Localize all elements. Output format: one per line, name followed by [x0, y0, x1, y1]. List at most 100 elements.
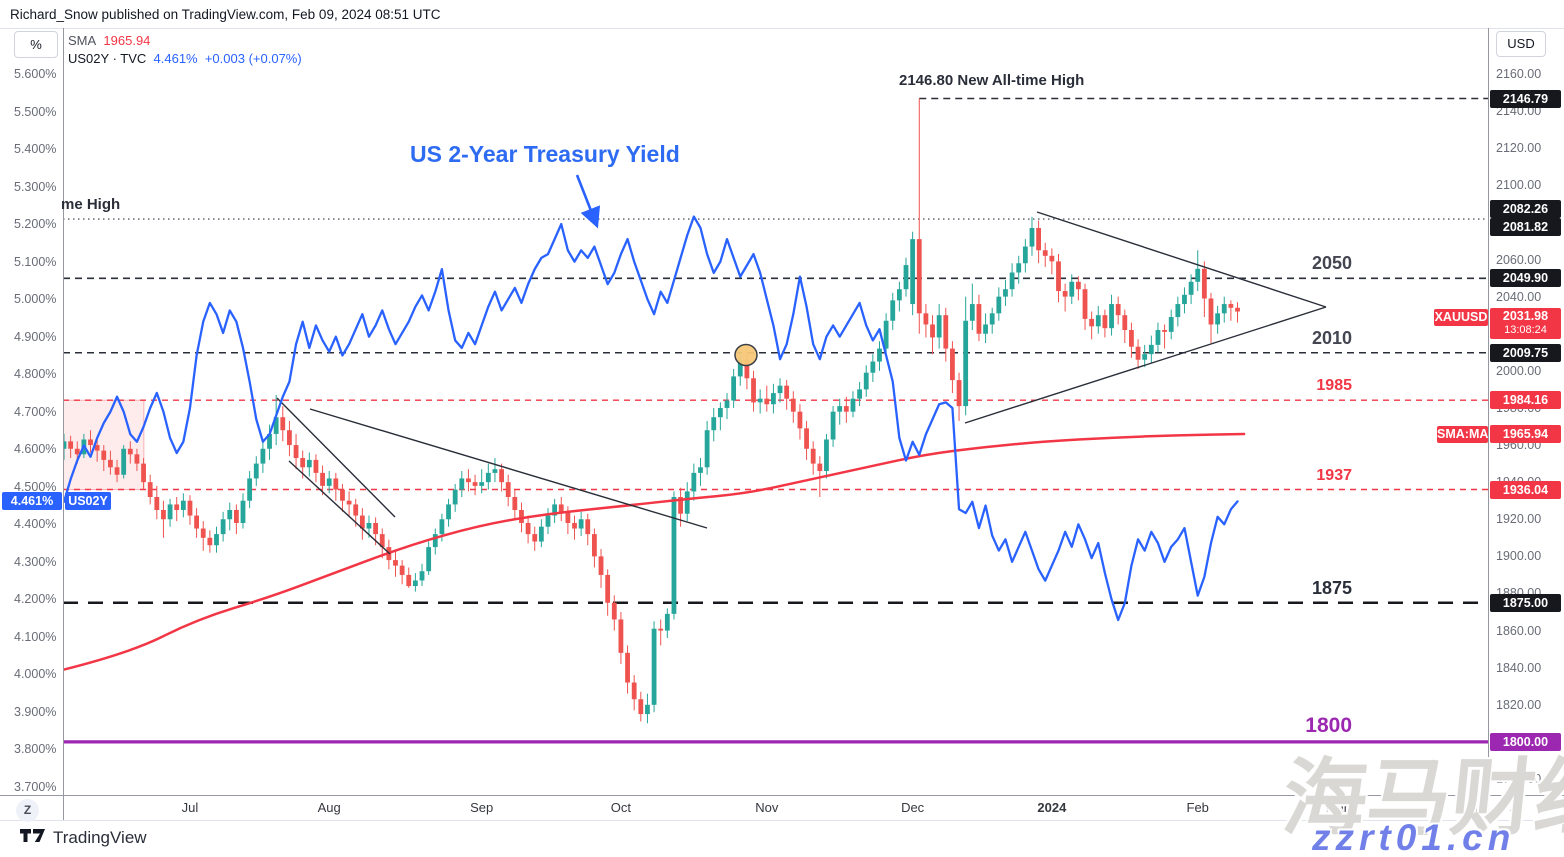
level-label-1875: 1875: [1311, 577, 1352, 598]
right-axis-tick: 2100.00: [1496, 178, 1542, 193]
legend: SMA 1965.94 US02Y · TVC 4.461% +0.003 (+…: [68, 32, 302, 68]
left-axis-tick: 5.200%: [14, 217, 57, 232]
right-axis-tick: 2160.00: [1496, 67, 1542, 81]
treasury-yield-annotation[interactable]: US 2-Year Treasury Yield: [410, 141, 680, 167]
cropped-high-annotation: me High: [61, 196, 121, 213]
left-axis-tick: 5.400%: [14, 142, 57, 157]
time-axis-border: [0, 795, 1564, 796]
price-badge-1936.04: 1936.04: [1490, 480, 1561, 499]
left-axis-unit-button[interactable]: %: [14, 31, 58, 58]
left-axis-tick: 3.700%: [14, 780, 57, 794]
xauusd-price-badge: 2031.98 13:08:24: [1490, 307, 1561, 339]
left-axis-tick: 4.900%: [14, 329, 57, 344]
us02y-series-tag[interactable]: US02Y: [65, 492, 111, 511]
level-label-1800: 1800: [1305, 713, 1352, 737]
sma-series-tag[interactable]: SMA:MA: [1437, 426, 1489, 444]
left-axis-tick: 5.600%: [14, 67, 57, 81]
plot-area: [61, 97, 1488, 744]
right-axis-tick: 1900.00: [1496, 549, 1542, 564]
legend-symbol-row[interactable]: US02Y · TVC 4.461% +0.003 (+0.07%): [68, 50, 302, 68]
time-axis-label-Dec: Dec: [901, 800, 925, 815]
right-axis-tick: 2060.00: [1496, 252, 1542, 267]
left-axis-tick: 4.700%: [14, 404, 57, 419]
xauusd-candles: [63, 98, 1240, 724]
time-axis-label-Oct: Oct: [610, 800, 632, 815]
sma-indicator-value: 1965.94: [103, 33, 151, 48]
trendline-3[interactable]: [309, 408, 708, 529]
level-label-1937: 1937: [1316, 466, 1352, 484]
level-label-2010: 2010: [1311, 327, 1352, 348]
price-badge-2009.75: 2009.75: [1490, 343, 1561, 362]
time-axis-label-2024: 2024: [1037, 800, 1067, 815]
symbol-change: +0.003 (+0.07%): [204, 51, 302, 66]
right-axis-tick: 1920.00: [1496, 512, 1542, 527]
left-axis-tick: 3.800%: [14, 742, 57, 757]
site-watermark: zzrt01.cn: [1312, 817, 1516, 857]
tradingview-logo-icon[interactable]: [20, 828, 46, 848]
right-axis-border: [1488, 28, 1489, 820]
us02y-line[interactable]: [63, 215, 1239, 622]
right-axis-tick: 1820.00: [1496, 697, 1542, 712]
price-badge-2081.82: 2081.82: [1490, 218, 1561, 237]
level-label-2050: 2050: [1311, 253, 1352, 274]
right-axis-tick: 2000.00: [1496, 363, 1542, 378]
left-axis-tick: 5.500%: [14, 104, 57, 119]
time-axis-label-Aug: Aug: [317, 800, 341, 815]
xauusd-bar-countdown: 13:08:24: [1504, 323, 1547, 336]
xauusd-last-price: 2031.98: [1502, 308, 1549, 323]
sma-indicator-label: SMA: [68, 33, 97, 48]
xauusd-series-tag[interactable]: XAUUSD: [1434, 308, 1488, 326]
time-axis-label-Mar: Mar: [1325, 800, 1349, 815]
price-badge-2082.26: 2082.26: [1490, 200, 1561, 219]
left-axis-tick: 4.400%: [14, 517, 57, 532]
ellipse-marker[interactable]: [734, 343, 758, 367]
left-axis-tick: 4.500%: [14, 479, 57, 494]
trendline-5[interactable]: [964, 306, 1327, 424]
right-axis-tick: 1840.00: [1496, 660, 1542, 675]
arrow-annotation[interactable]: [575, 174, 601, 229]
trendlines[interactable]: [276, 211, 1327, 555]
legend-sma-row[interactable]: SMA 1965.94: [68, 32, 302, 50]
highlight-zone[interactable]: [61, 399, 145, 491]
timezone-button[interactable]: Z: [16, 799, 39, 822]
time-axis-label-Jul: Jul: [181, 800, 199, 815]
time-axis-label-Feb: Feb: [1186, 800, 1209, 815]
left-axis-tick: 5.100%: [14, 254, 57, 269]
corner-letter: A: [1510, 798, 1521, 815]
right-axis-unit-button[interactable]: USD: [1496, 31, 1546, 57]
left-axis-tick: 4.600%: [14, 442, 57, 457]
left-axis-tick: 5.000%: [14, 292, 57, 307]
time-axis-label-Nov: Nov: [755, 800, 779, 815]
price-badge-1984.16: 1984.16: [1490, 391, 1561, 410]
left-axis-tick: 4.300%: [14, 554, 57, 569]
right-axis-tick: 2120.00: [1496, 141, 1542, 156]
new-ath-annotation[interactable]: 2146.80 New All-time High: [899, 72, 1085, 89]
time-axis-label-Sep: Sep: [470, 800, 494, 815]
left-axis-tick: 5.300%: [14, 179, 57, 194]
publish-attribution: Richard_Snow published on TradingView.co…: [10, 7, 441, 22]
left-axis-tick: 4.800%: [14, 367, 57, 382]
left-axis-tick: 4.000%: [14, 667, 57, 682]
level-label-1985: 1985: [1316, 377, 1352, 395]
symbol-last-value: 4.461%: [153, 51, 198, 66]
sma-axis-value-badge: 1965.94: [1490, 425, 1561, 444]
price-badge-1875.00: 1875.00: [1490, 593, 1561, 612]
trendline-4[interactable]: [1036, 211, 1327, 308]
trendline-1[interactable]: [276, 397, 396, 518]
right-axis-tick: 2140.00: [1496, 104, 1542, 119]
level-lines[interactable]: [63, 97, 1488, 744]
right-axis-tick: 2040.00: [1496, 289, 1542, 304]
time-axis-label-Apr: Apr: [1466, 800, 1487, 815]
right-axis-tick: 1860.00: [1496, 623, 1542, 638]
tradingview-brand-text[interactable]: TradingView: [53, 828, 147, 847]
trendline-2[interactable]: [288, 460, 391, 555]
price-badge-2146.79: 2146.79: [1490, 89, 1561, 108]
sma-line[interactable]: [63, 432, 1246, 671]
price-badge-2049.90: 2049.90: [1490, 269, 1561, 288]
right-axis-tick: 1780.00: [1496, 772, 1542, 786]
symbol-name: US02Y · TVC: [68, 51, 147, 66]
time-axis-bottom-border: [0, 820, 1564, 821]
pane-top-border: [0, 28, 1564, 29]
